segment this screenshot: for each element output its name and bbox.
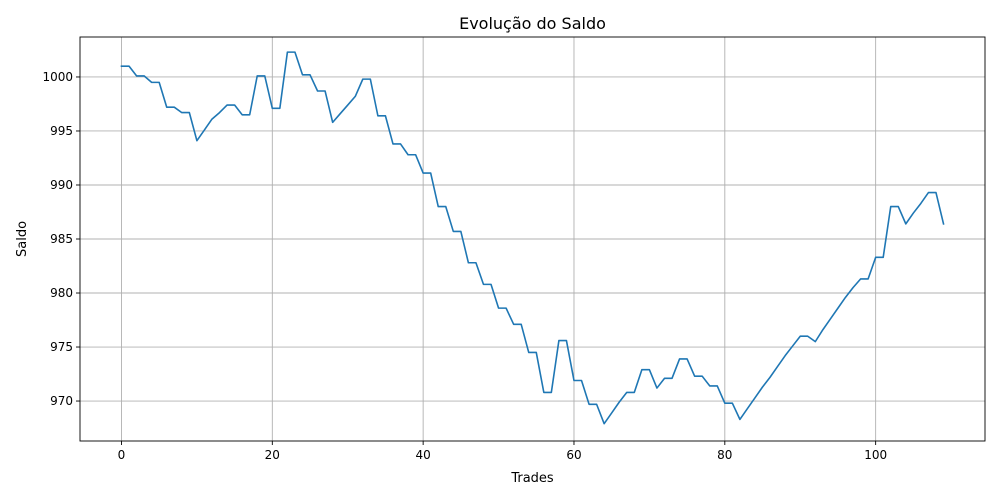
grid-lines xyxy=(80,37,985,441)
y-tick-label: 990 xyxy=(50,178,73,192)
series-layer xyxy=(120,51,945,425)
x-tick-label: 20 xyxy=(265,448,280,462)
y-tick-label: 970 xyxy=(50,394,73,408)
x-tick-label: 0 xyxy=(118,448,126,462)
x-axis-label: Trades xyxy=(510,471,554,486)
y-tick-label: 975 xyxy=(50,340,73,354)
x-tick-label: 60 xyxy=(566,448,581,462)
y-tick-label: 995 xyxy=(50,124,73,138)
y-tick-label: 985 xyxy=(50,232,73,246)
x-tick-label: 100 xyxy=(864,448,887,462)
y-axis-label: Saldo xyxy=(15,221,30,257)
y-tick-label: 1000 xyxy=(42,70,73,84)
x-tick-label: 80 xyxy=(717,448,732,462)
y-tick-label: 980 xyxy=(50,286,73,300)
x-axis-ticks: 0 20 40 60 80 100 xyxy=(118,441,887,462)
chart-title: Evolução do Saldo xyxy=(459,14,606,33)
series-line-saldo xyxy=(120,51,945,425)
x-tick-label: 40 xyxy=(416,448,431,462)
y-axis-ticks: 970 975 980 985 990 995 1000 xyxy=(42,70,80,408)
